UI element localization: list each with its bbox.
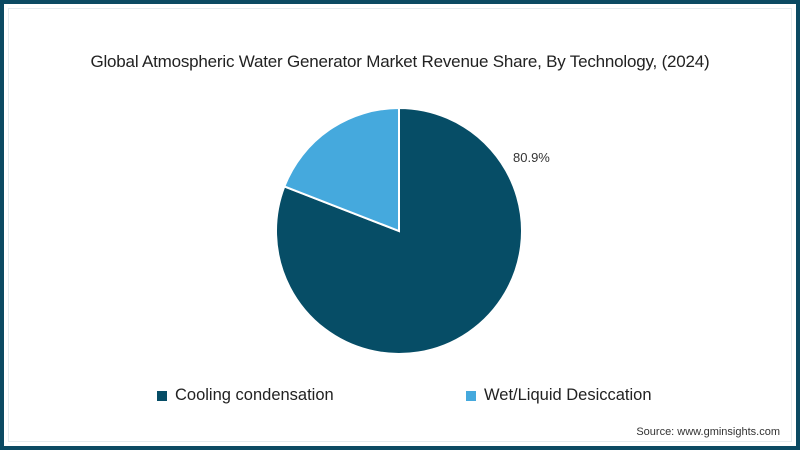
legend-label: Wet/Liquid Desiccation xyxy=(484,386,652,404)
legend-swatch-icon xyxy=(157,390,167,401)
source-note: Source: www.gminsights.com xyxy=(636,426,780,438)
legend-swatch-icon xyxy=(466,390,476,401)
pie-data-label: 80.9% xyxy=(513,150,550,165)
chart-title: Global Atmospheric Water Generator Marke… xyxy=(90,52,710,71)
legend: Cooling condensation Wet/Liquid Desiccat… xyxy=(0,386,800,408)
legend-label: Cooling condensation xyxy=(175,386,334,404)
frame-inner-line xyxy=(8,8,792,442)
legend-item-wet-liquid-desiccation: Wet/Liquid Desiccation xyxy=(466,386,652,405)
pie-slice-wet-liquid-desiccation xyxy=(283,106,400,233)
legend-item-cooling-condensation: Cooling condensation xyxy=(157,386,334,405)
pie-slice-cooling-condensation xyxy=(275,106,523,355)
